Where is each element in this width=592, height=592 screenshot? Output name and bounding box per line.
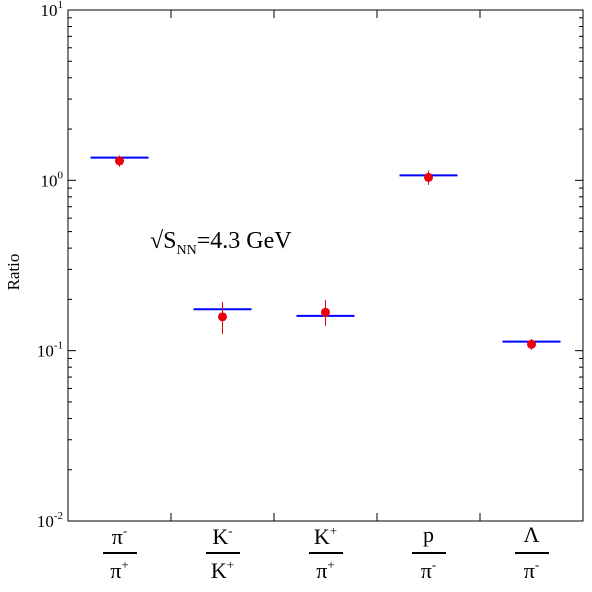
annotation-prefix: √S [150,228,177,254]
fraction-bar [102,552,137,554]
denominator-symbol: π [110,557,122,583]
y-tick-base: 10 [37,512,54,531]
denominator-charge: - [431,556,437,572]
tick-marks [68,10,583,522]
category-denominator: π+ [296,558,356,584]
category-denominator: K+ [193,558,253,584]
annotation-subscript: NN [177,243,197,258]
annotation-suffix: =4.3 GeV [197,228,293,254]
numerator-charge: - [122,523,128,538]
fraction-bar [308,552,343,554]
numerator-symbol: Λ [523,522,540,547]
numerator-charge: - [228,523,233,538]
energy-annotation: √SNN=4.3 GeV [150,228,292,258]
y-tick-base: 10 [41,1,58,20]
y-tick-exponent: -1 [54,340,63,352]
data-marks [90,155,561,350]
data-point [321,307,330,317]
data-point [527,339,536,349]
x-category-label: π-π+ [90,524,150,584]
denominator-charge: + [327,556,335,572]
x-category-label: K- K+ [193,524,253,584]
category-numerator: Λ [502,524,562,550]
denominator-charge: - [534,556,540,572]
y-tick-base: 10 [37,342,54,361]
y-axis-label: Ratio [4,254,23,291]
x-category-label: K+ π+ [296,524,356,584]
category-numerator: p [399,524,459,550]
denominator-symbol: π [316,557,328,583]
denominator-symbol: K [210,557,227,583]
x-category-label: p π- [399,524,459,584]
category-numerator: K+ [296,524,356,550]
category-denominator: π+ [90,558,150,584]
denominator-symbol: π [420,557,432,583]
numerator-symbol: p [423,522,434,547]
category-denominator: π- [399,558,459,584]
numerator-symbol: K [313,524,330,549]
category-denominator: π- [502,558,562,584]
fraction-bar [411,552,446,554]
numerator-symbol: π [111,524,123,549]
y-tick-label: 10-1 [37,340,63,361]
denominator-charge: + [121,556,129,572]
y-tick-label: 10-2 [37,510,63,531]
fraction-bar [205,552,240,554]
denominator-charge: + [226,556,235,572]
y-tick-base: 10 [41,171,58,190]
y-tick-exponent: 0 [58,169,64,181]
y-tick-exponent: -2 [54,510,63,522]
category-numerator: π- [90,524,150,550]
y-tick-exponent: 1 [58,0,64,11]
plot-frame [67,9,584,522]
y-tick-label: 100 [41,169,64,190]
y-tick-label: 101 [41,0,64,20]
category-numerator: K- [193,524,253,550]
numerator-symbol: K [212,524,229,549]
fraction-bar [514,552,549,554]
denominator-symbol: π [523,557,535,583]
numerator-charge: + [329,523,338,538]
data-point [218,312,227,322]
data-point [424,172,433,182]
data-point [115,156,124,166]
